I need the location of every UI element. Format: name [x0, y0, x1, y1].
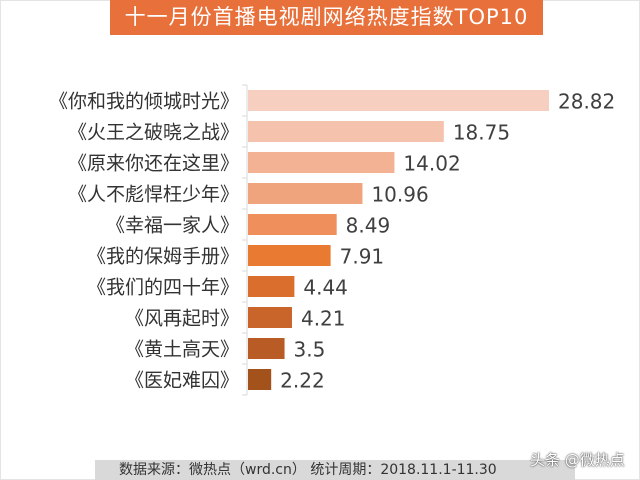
bar — [248, 245, 331, 266]
category-label: 《人不彪悍枉少年》 — [68, 184, 239, 206]
data-label: 8.49 — [346, 214, 391, 238]
category-label: 《我的保姆手册》 — [87, 246, 239, 268]
data-label: 18.75 — [453, 121, 510, 145]
category-label: 《我们的四十年》 — [87, 277, 239, 299]
bar — [248, 90, 549, 111]
data-label: 4.44 — [303, 276, 348, 300]
bar — [248, 338, 285, 359]
data-label: 7.91 — [340, 245, 385, 269]
data-label: 10.96 — [371, 183, 428, 207]
bar — [248, 183, 363, 204]
bar — [248, 307, 292, 328]
bar — [248, 152, 395, 173]
bar — [248, 276, 295, 297]
chart-title: 十一月份首播电视剧网络热度指数TOP10 — [110, 0, 543, 35]
category-label: 《黄土高天》 — [125, 339, 239, 361]
data-label: 14.02 — [403, 152, 460, 176]
category-label: 《风再起时》 — [125, 308, 239, 330]
data-label: 4.21 — [301, 307, 346, 331]
data-label: 2.22 — [280, 369, 325, 393]
watermark: 头条 @微热点 — [530, 451, 625, 469]
category-label: 《火王之破晓之战》 — [68, 122, 239, 144]
category-label: 《幸福一家人》 — [106, 215, 239, 237]
category-label: 《医妃难囚》 — [125, 370, 239, 392]
category-label: 《原来你还在这里》 — [68, 153, 239, 175]
data-label: 28.82 — [558, 90, 615, 114]
data-source-footer: 数据来源：微热点（wrd.cn） 统计周期：2018.11.1-11.30 — [95, 460, 575, 480]
data-label: 3.5 — [294, 338, 326, 362]
bar — [248, 214, 337, 235]
bar — [248, 369, 272, 390]
category-label: 《你和我的倾城时光》 — [49, 91, 239, 113]
bar — [248, 121, 444, 142]
